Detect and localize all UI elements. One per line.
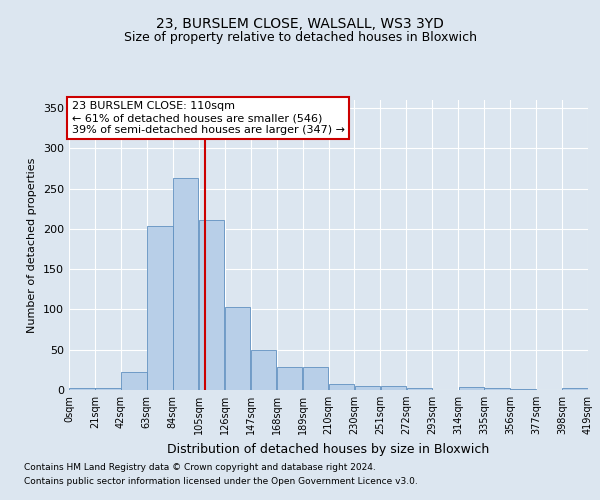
Bar [484,388,510,390]
Bar [95,388,121,390]
Bar [277,368,302,390]
Bar [251,350,277,390]
Bar [69,388,95,390]
Bar [355,386,380,390]
Bar [329,384,354,390]
Bar [407,388,432,390]
Bar [303,368,328,390]
Bar [121,372,146,390]
Text: Size of property relative to detached houses in Bloxwich: Size of property relative to detached ho… [124,31,476,44]
Text: 23 BURSLEM CLOSE: 110sqm
← 61% of detached houses are smaller (546)
39% of semi-: 23 BURSLEM CLOSE: 110sqm ← 61% of detach… [71,102,344,134]
Bar [458,387,484,390]
Text: 23, BURSLEM CLOSE, WALSALL, WS3 3YD: 23, BURSLEM CLOSE, WALSALL, WS3 3YD [156,18,444,32]
Bar [147,226,173,390]
Text: Contains public sector information licensed under the Open Government Licence v3: Contains public sector information licen… [24,478,418,486]
Bar [225,307,250,390]
Bar [511,389,536,390]
Y-axis label: Number of detached properties: Number of detached properties [28,158,37,332]
Bar [380,386,406,390]
Bar [173,178,199,390]
Text: Contains HM Land Registry data © Crown copyright and database right 2024.: Contains HM Land Registry data © Crown c… [24,462,376,471]
Bar [562,388,588,390]
Bar [199,220,224,390]
X-axis label: Distribution of detached houses by size in Bloxwich: Distribution of detached houses by size … [167,442,490,456]
